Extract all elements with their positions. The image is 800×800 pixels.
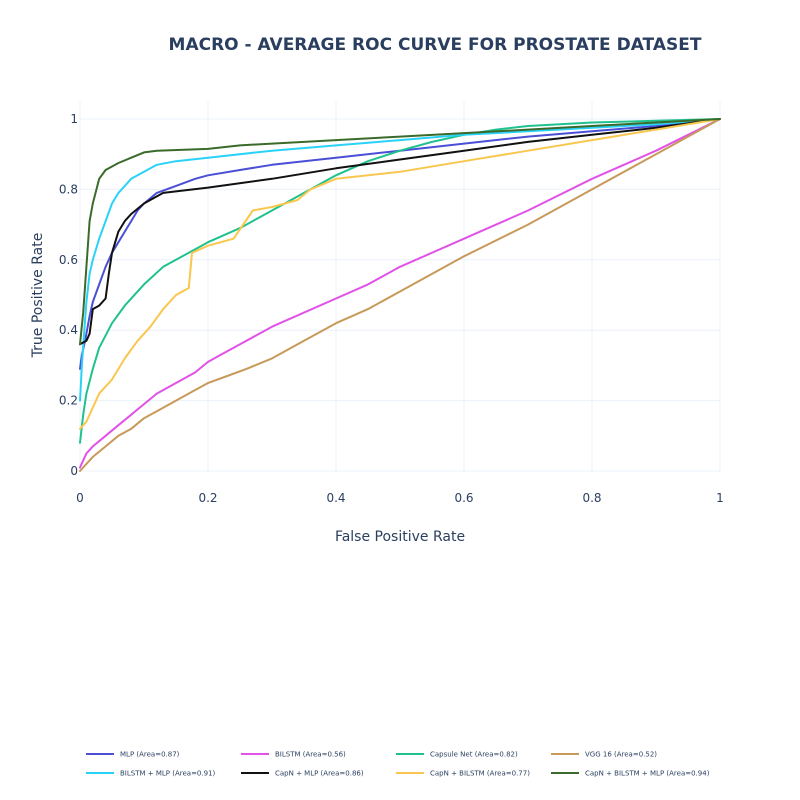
- series-line-4: [79, 118, 721, 472]
- legend-label: CapN + BILSTM (Area=0.77): [430, 770, 530, 778]
- grid: [79, 101, 721, 472]
- series-line-7: [79, 118, 721, 430]
- x-tick-label: 0.8: [582, 491, 601, 505]
- series-line-3: [79, 118, 721, 444]
- series-line-6: [79, 118, 721, 346]
- legend-label: BILSTM (Area=0.56): [275, 751, 346, 759]
- legend-label: CapN + BILSTM + MLP (Area=0.94): [585, 770, 710, 778]
- y-axis-title: True Positive Rate: [30, 233, 46, 359]
- legend: MLP (Area=0.87) BILSTM (Area=0.56) Capsule…: [86, 751, 710, 778]
- series-line-2: [79, 118, 721, 469]
- legend-label: CapN + MLP (Area=0.86): [275, 770, 364, 778]
- legend-label: MLP (Area=0.87): [120, 751, 180, 759]
- y-tick-label: 0: [70, 464, 78, 478]
- x-tick-label: 0.4: [326, 491, 345, 505]
- legend-label: Capsule Net (Area=0.82): [430, 751, 518, 759]
- x-tick-label: 0.2: [198, 491, 217, 505]
- y-tick-label: 0.4: [59, 323, 78, 337]
- y-tick-label: 0.6: [59, 253, 78, 267]
- y-tick-label: 0.8: [59, 182, 78, 196]
- x-tick-label: 0.6: [454, 491, 473, 505]
- y-tick-label: 1: [70, 112, 78, 126]
- series-line-1: [79, 118, 721, 370]
- series-line-8: [79, 118, 721, 346]
- series-line-5: [79, 118, 721, 402]
- chart-title: MACRO - AVERAGE ROC CURVE FOR PROSTATE D…: [169, 35, 702, 55]
- x-tick-label: 1: [716, 491, 724, 505]
- x-axis-title: False Positive Rate: [335, 529, 465, 545]
- legend-label: BILSTM + MLP (Area=0.91): [120, 770, 216, 778]
- series-layer: [79, 118, 721, 472]
- tick-labels: 0 0.2 0.4 0.6 0.8 1 0 0.2 0.4 0.6 0.8 1: [59, 112, 724, 505]
- legend-label: VGG 16 (Area=0.52): [585, 751, 657, 759]
- y-tick-label: 0.2: [59, 394, 78, 408]
- x-tick-label: 0: [76, 491, 84, 505]
